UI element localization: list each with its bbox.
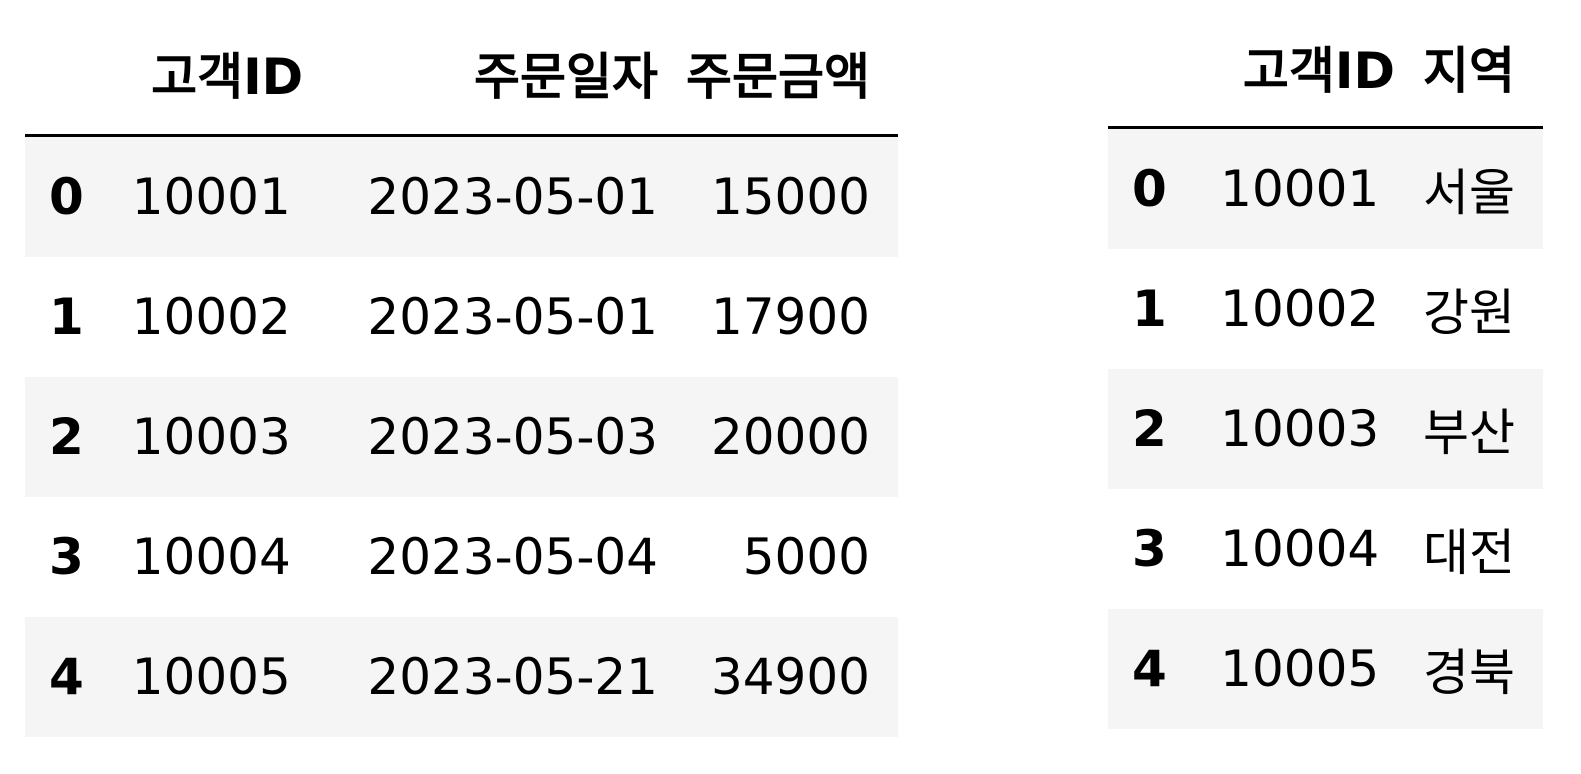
region-cell: 서울 xyxy=(1423,164,1515,222)
customer-id-cell: 10001 xyxy=(1220,160,1380,218)
order-date-cell: 2023-05-01 xyxy=(367,168,658,226)
regions-index-header xyxy=(1108,8,1221,129)
order-date-cell: 2023-05-21 xyxy=(367,648,658,706)
order-date-cell: 2023-05-04 xyxy=(367,528,658,586)
regions-header: 고객ID 지역 xyxy=(1108,8,1543,129)
table-row: 1 10002 2023-05-01 17900 xyxy=(25,257,898,377)
customer-id-cell: 10003 xyxy=(131,408,291,466)
table-row: 0 10001 2023-05-01 15000 xyxy=(25,135,898,257)
customer-id-cell: 10002 xyxy=(1220,280,1380,338)
regions-body: 0 10001 서울 1 10002 강원 2 10003 부산 3 10004… xyxy=(1108,127,1543,729)
order-amount-cell: 15000 xyxy=(710,168,870,226)
orders-col-order-amount: 주문금액 xyxy=(686,12,898,137)
order-amount-cell: 34900 xyxy=(710,648,870,706)
row-index: 3 xyxy=(1132,520,1167,578)
region-cell: 대전 xyxy=(1423,524,1515,582)
row-index: 4 xyxy=(1132,640,1167,698)
customer-id-cell: 10001 xyxy=(131,168,291,226)
customer-id-cell: 10004 xyxy=(1220,520,1380,578)
row-index: 0 xyxy=(1132,160,1167,218)
customer-id-cell: 10005 xyxy=(1220,640,1380,698)
table-row: 0 10001 서울 xyxy=(1108,127,1543,249)
table-row: 4 10005 경북 xyxy=(1108,609,1543,729)
region-cell: 경북 xyxy=(1423,644,1515,702)
order-date-cell: 2023-05-01 xyxy=(367,288,658,346)
row-index: 3 xyxy=(49,528,84,586)
orders-body: 0 10001 2023-05-01 15000 1 10002 2023-05… xyxy=(25,135,898,737)
table-row: 4 10005 2023-05-21 34900 xyxy=(25,617,898,737)
orders-col-customer-id: 고객ID xyxy=(131,12,332,137)
order-amount-cell: 17900 xyxy=(710,288,870,346)
region-cell: 강원 xyxy=(1423,284,1515,342)
table-row: 2 10003 2023-05-03 20000 xyxy=(25,377,898,497)
orders-dataframe: 고객ID 주문일자 주문금액 0 10001 2023-05-01 15000 … xyxy=(25,12,898,737)
customer-id-cell: 10005 xyxy=(131,648,291,706)
regions-col-customer-id: 고객ID xyxy=(1220,8,1423,129)
regions-header-row: 고객ID 지역 xyxy=(1108,8,1543,129)
orders-index-header xyxy=(25,12,132,137)
table-row: 1 10002 강원 xyxy=(1108,249,1543,369)
row-index: 4 xyxy=(49,648,84,706)
orders-header-row: 고객ID 주문일자 주문금액 xyxy=(25,12,898,137)
orders-header: 고객ID 주문일자 주문금액 xyxy=(25,12,898,137)
table-row: 3 10004 대전 xyxy=(1108,489,1543,609)
regions-dataframe: 고객ID 지역 0 10001 서울 1 10002 강원 2 10003 부산… xyxy=(1108,8,1543,729)
regions-col-region: 지역 xyxy=(1423,8,1543,129)
table-row: 2 10003 부산 xyxy=(1108,369,1543,489)
row-index: 1 xyxy=(49,288,84,346)
customer-id-cell: 10003 xyxy=(1220,400,1380,458)
customer-id-cell: 10002 xyxy=(131,288,291,346)
row-index: 1 xyxy=(1132,280,1167,338)
row-index: 2 xyxy=(49,408,84,466)
row-index: 0 xyxy=(49,168,84,226)
region-cell: 부산 xyxy=(1423,404,1515,462)
order-amount-cell: 20000 xyxy=(710,408,870,466)
row-index: 2 xyxy=(1132,400,1167,458)
customer-id-cell: 10004 xyxy=(131,528,291,586)
orders-col-order-date: 주문일자 xyxy=(331,12,686,137)
order-amount-cell: 5000 xyxy=(742,528,870,586)
table-row: 3 10004 2023-05-04 5000 xyxy=(25,497,898,617)
order-date-cell: 2023-05-03 xyxy=(367,408,658,466)
